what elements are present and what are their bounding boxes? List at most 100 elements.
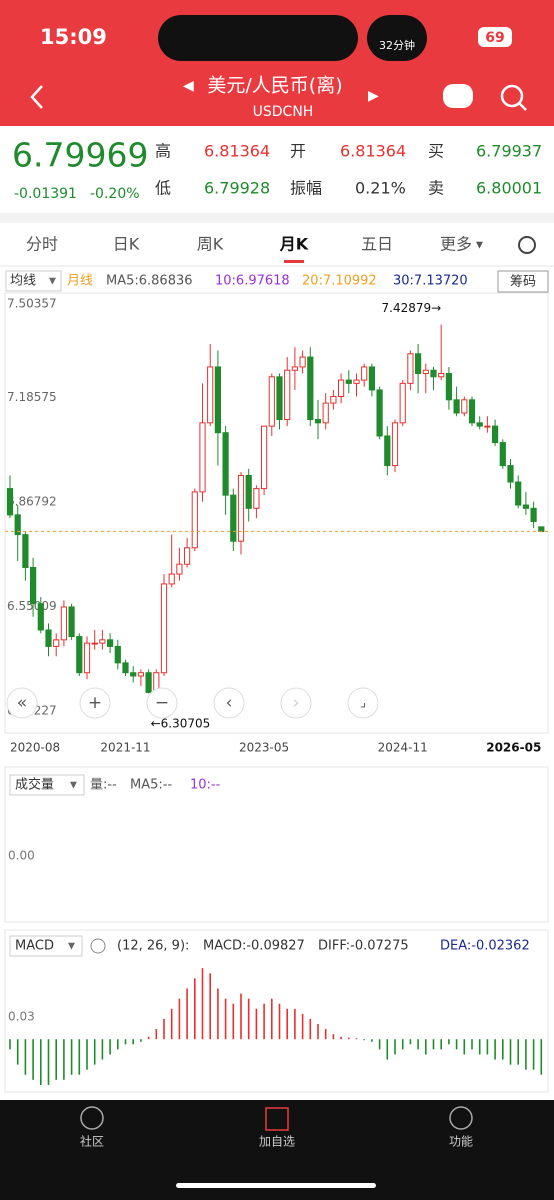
title: 美元/人民币(离) bbox=[207, 75, 342, 97]
tabs: 分时 日K 周K 月K 五日 更多 ▼ bbox=[26, 235, 483, 263]
candle-body bbox=[207, 366, 214, 424]
y-tick-label: 7.18575 bbox=[7, 390, 57, 404]
ma-selector-box[interactable] bbox=[5, 270, 62, 292]
candle-body bbox=[438, 373, 445, 378]
candle-body bbox=[261, 425, 268, 490]
candle-body bbox=[507, 465, 514, 483]
back-button[interactable] bbox=[30, 85, 43, 109]
next-arrow[interactable]: ▶ bbox=[368, 88, 379, 104]
scroll-left[interactable] bbox=[213, 687, 245, 719]
tab-bar-label[interactable]: 社区 bbox=[80, 1134, 104, 1149]
prev-arrow[interactable]: ◀ bbox=[183, 78, 194, 94]
ma-selector[interactable]: 均线 bbox=[10, 274, 36, 289]
info-icon[interactable] bbox=[90, 938, 106, 954]
candle-body bbox=[222, 432, 229, 496]
candle-body bbox=[422, 369, 429, 375]
vol-legend: MA5:-- bbox=[130, 778, 172, 793]
candle-body bbox=[276, 376, 283, 421]
dynamic-island bbox=[158, 15, 358, 61]
tab[interactable]: 日K bbox=[113, 235, 140, 254]
stat-value: 6.80001 bbox=[476, 179, 542, 198]
change-pct: -0.20% bbox=[90, 186, 140, 202]
y-tick-label: 7.50357 bbox=[7, 297, 57, 311]
macd-selector[interactable]: MACD bbox=[15, 939, 54, 954]
candle-body bbox=[338, 379, 345, 398]
candle-body bbox=[30, 566, 37, 605]
candle-body bbox=[430, 369, 437, 378]
stat-label: 高 bbox=[155, 142, 171, 161]
candle-body bbox=[361, 366, 368, 381]
tab[interactable]: 月K bbox=[279, 235, 309, 254]
tab-bar-label[interactable]: 功能 bbox=[449, 1135, 473, 1149]
candle-body bbox=[445, 373, 452, 401]
function-icon[interactable] bbox=[449, 1106, 473, 1130]
tab[interactable]: 周K bbox=[197, 235, 224, 254]
chips[interactable]: 筹码 bbox=[510, 274, 536, 290]
stat-label: 买 bbox=[428, 142, 444, 161]
stats: 高 6.81364 开 6.81364 买 6.79937 低 6.79928 振幅 0.21% 卖… bbox=[155, 142, 542, 198]
stat-label: 开 bbox=[290, 142, 306, 161]
candle-body bbox=[453, 399, 460, 414]
settings-icon[interactable] bbox=[518, 236, 536, 254]
tab[interactable]: 五日 bbox=[361, 235, 393, 254]
x-tick-label: 2021-11 bbox=[100, 741, 150, 755]
candle-body bbox=[230, 494, 237, 542]
stat-value: 6.81364 bbox=[204, 142, 270, 161]
candle-body bbox=[168, 573, 175, 585]
icon: − bbox=[155, 693, 169, 713]
volume-selector-box[interactable] bbox=[9, 774, 85, 796]
x-tick-label: 2026-05 bbox=[486, 741, 541, 755]
macd-selector-box[interactable] bbox=[9, 935, 83, 957]
candle-body bbox=[407, 353, 414, 384]
tab[interactable]: 更多 bbox=[440, 235, 472, 254]
search-icon[interactable] bbox=[500, 84, 524, 108]
candle-body bbox=[291, 366, 298, 371]
robot-icon[interactable] bbox=[443, 84, 473, 108]
ma5: MA5:6.86836 bbox=[106, 274, 193, 289]
ma20: 20:7.10992 bbox=[302, 274, 377, 289]
candle-body bbox=[353, 379, 360, 384]
zoom-out-all[interactable] bbox=[6, 687, 38, 719]
candle-body bbox=[384, 435, 391, 467]
icon: + bbox=[88, 693, 102, 713]
macd-value: MACD:-0.09827 bbox=[203, 939, 305, 954]
stat-value: 0.21% bbox=[355, 179, 406, 198]
chart-frame bbox=[4, 292, 549, 734]
ma10: 10:6.97618 bbox=[215, 274, 290, 289]
chips-button[interactable] bbox=[497, 270, 549, 293]
fullscreen[interactable] bbox=[347, 687, 379, 719]
dropdown-arrow: ▼ bbox=[49, 277, 56, 287]
timer-pill bbox=[367, 15, 427, 61]
candle-body bbox=[199, 422, 206, 493]
timer-text: 32分钟 bbox=[379, 38, 415, 52]
macd-params: (12, 26, 9): bbox=[117, 939, 189, 954]
candle-body bbox=[538, 526, 545, 532]
tab-bar-label[interactable]: 加自选 bbox=[259, 1135, 295, 1149]
volume-selector[interactable]: 成交量 bbox=[15, 777, 54, 793]
zoom-in[interactable] bbox=[79, 687, 111, 719]
add-watch-icon[interactable] bbox=[265, 1107, 289, 1131]
period: 月线 bbox=[67, 274, 93, 289]
candle-body bbox=[145, 672, 152, 693]
zoom-out[interactable] bbox=[146, 687, 178, 719]
ma30: 30:7.13720 bbox=[393, 274, 468, 289]
candle-body bbox=[53, 639, 60, 647]
vol-axis-label: 0.00 bbox=[8, 849, 35, 863]
candle-body bbox=[515, 481, 522, 506]
candle-body bbox=[522, 504, 529, 509]
stat-label: 振幅 bbox=[290, 179, 322, 198]
tab[interactable]: 分时 bbox=[26, 235, 58, 254]
candle-body bbox=[399, 382, 406, 424]
x-tick-label: 2024-11 bbox=[378, 741, 428, 755]
candle-body bbox=[137, 672, 145, 677]
dropdown-arrow: ▼ bbox=[68, 942, 75, 952]
candle-body bbox=[530, 507, 537, 522]
dea-value: DEA:-0.02362 bbox=[440, 939, 530, 954]
scroll-right[interactable] bbox=[280, 687, 312, 719]
candle-body bbox=[253, 488, 260, 509]
candle-body bbox=[68, 606, 75, 638]
community-icon[interactable] bbox=[80, 1106, 104, 1130]
candle-body bbox=[214, 366, 222, 434]
candle-body bbox=[307, 356, 314, 421]
candle-body bbox=[268, 376, 275, 427]
